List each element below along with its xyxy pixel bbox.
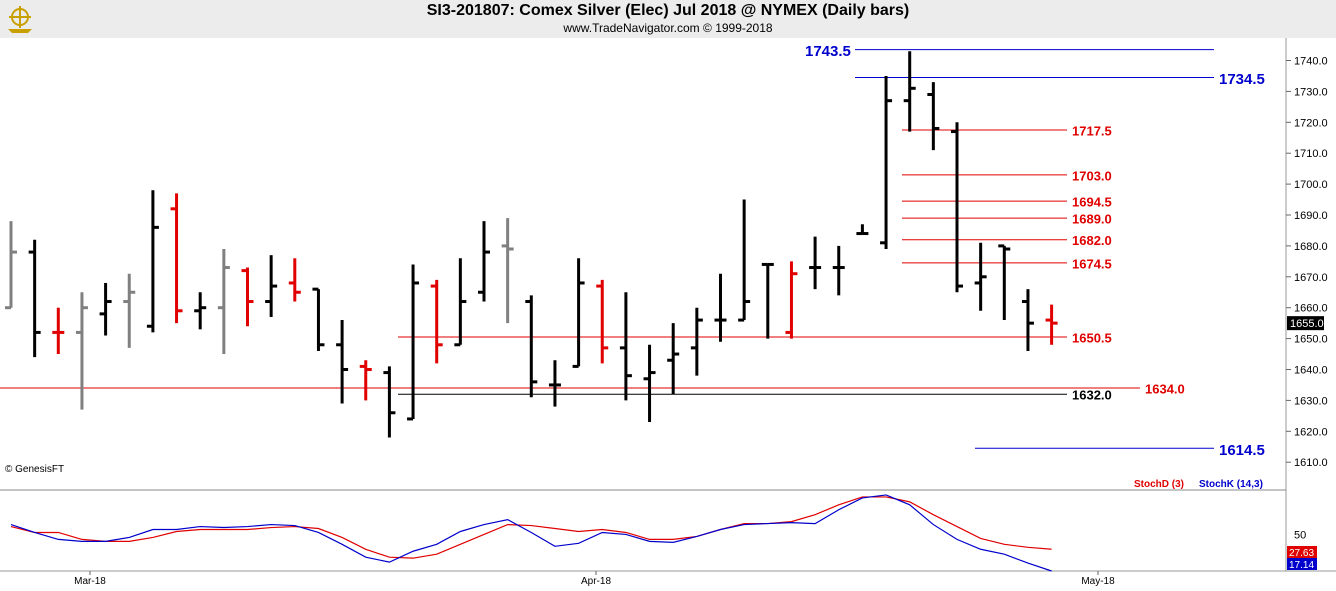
ohlc-bar bbox=[1021, 289, 1034, 351]
ohlc-bar bbox=[454, 258, 467, 347]
price-tick-label: 1740.0 bbox=[1294, 56, 1328, 68]
ohlc-bar bbox=[974, 242, 987, 311]
ohlc-bar bbox=[336, 320, 349, 404]
ohlc-bar bbox=[998, 244, 1011, 321]
ohlc-bar bbox=[880, 75, 893, 249]
ohlc-bar bbox=[288, 258, 301, 302]
ohlc-bar bbox=[383, 366, 396, 438]
price-tick-label: 1720.0 bbox=[1294, 117, 1328, 129]
ohlc-bar bbox=[217, 248, 230, 355]
level-label: 1650.5 bbox=[1072, 331, 1112, 346]
date-tick-label: May-18 bbox=[1081, 576, 1115, 587]
ohlc-bar bbox=[501, 218, 514, 324]
price-tick-label: 1630.0 bbox=[1294, 395, 1328, 407]
ohlc-bar bbox=[241, 267, 254, 327]
ohlc-bar bbox=[312, 287, 325, 351]
level-label: 1632.0 bbox=[1072, 388, 1112, 403]
price-tick-label: 1710.0 bbox=[1294, 148, 1328, 160]
price-tick-label: 1620.0 bbox=[1294, 426, 1328, 438]
ohlc-bar bbox=[761, 262, 774, 339]
level-label: 1689.0 bbox=[1072, 212, 1112, 227]
ohlc-bar bbox=[785, 261, 798, 339]
stochd-line bbox=[10, 496, 1052, 559]
ohlc-bars bbox=[5, 51, 1058, 438]
price-tick-label: 1610.0 bbox=[1294, 457, 1328, 469]
ohlc-bar bbox=[667, 323, 680, 395]
ohlc-bar bbox=[690, 307, 703, 376]
stoch-tick-label: 50 bbox=[1294, 529, 1306, 541]
level-label: 1743.5 bbox=[805, 43, 851, 60]
date-tick-label: Mar-18 bbox=[74, 576, 106, 587]
ohlc-bar bbox=[619, 292, 632, 401]
price-tick-label: 1700.0 bbox=[1294, 179, 1328, 191]
price-tick-label: 1640.0 bbox=[1294, 365, 1328, 377]
stochd-last-box bbox=[1287, 546, 1317, 558]
ohlc-bar bbox=[548, 360, 561, 407]
ohlc-bar bbox=[265, 255, 278, 317]
price-tick-label: 1650.0 bbox=[1294, 334, 1328, 346]
price-tick-label: 1730.0 bbox=[1294, 86, 1328, 98]
ship-wheel-logo-icon bbox=[8, 6, 32, 33]
ohlc-bar bbox=[714, 273, 727, 342]
level-label: 1703.0 bbox=[1072, 168, 1112, 183]
ohlc-bar bbox=[52, 307, 65, 355]
chart-title: SI3-201807: Comex Silver (Elec) Jul 2018… bbox=[426, 2, 910, 19]
ohlc-bar bbox=[28, 239, 41, 358]
price-tick-label: 1660.0 bbox=[1294, 303, 1328, 315]
chart-canvas: 1610.0 1620.0 1630.0 1640.0 1650.0 1660.0 1670… bbox=[0, 38, 1336, 591]
ohlc-bar bbox=[194, 292, 207, 330]
ohlc-bar bbox=[430, 279, 443, 364]
chart-subtitle: www.TradeNavigator.com © 1999-2018 bbox=[563, 21, 773, 35]
price-tick-label: 1680.0 bbox=[1294, 241, 1328, 253]
ohlc-bar bbox=[525, 295, 538, 398]
ohlc-bar bbox=[478, 221, 490, 302]
stochk-legend: StochK (14,3) bbox=[1199, 479, 1263, 490]
ohlc-bar bbox=[951, 122, 963, 293]
ohlc-bar bbox=[596, 279, 609, 364]
last-price-label: 1655.0 bbox=[1290, 318, 1324, 330]
level-label: 1682.0 bbox=[1072, 233, 1112, 248]
date-tick-label: Apr-18 bbox=[581, 576, 611, 587]
ohlc-bar bbox=[927, 82, 940, 151]
price-tick-label: 1690.0 bbox=[1294, 210, 1328, 222]
level-label: 1717.5 bbox=[1072, 124, 1112, 139]
price-axis: 1610.0 1620.0 1630.0 1640.0 1650.0 1660.0 1670… bbox=[1286, 56, 1328, 469]
level-label: 1634.0 bbox=[1145, 382, 1185, 397]
copyright-label: © GenesisFT bbox=[5, 464, 64, 475]
ohlc-bar bbox=[170, 193, 183, 324]
date-axis: Mar-18 Apr-18 May-18 bbox=[74, 571, 1115, 587]
price-tick-label: 1670.0 bbox=[1294, 272, 1328, 284]
ohlc-bar bbox=[903, 51, 916, 132]
stochk-last-box bbox=[1287, 558, 1317, 570]
ohlc-bar bbox=[5, 221, 17, 310]
ohlc-bar bbox=[832, 245, 845, 296]
level-label: 1614.5 bbox=[1219, 442, 1265, 459]
stochk-last-label: 17.14 bbox=[1289, 560, 1314, 571]
ohlc-bar bbox=[359, 360, 372, 401]
ohlc-bar bbox=[809, 236, 822, 290]
ohlc-bar bbox=[1045, 304, 1058, 345]
ohlc-bar bbox=[123, 273, 136, 348]
ohlc-bar bbox=[572, 258, 585, 368]
ohlc-bar bbox=[738, 199, 751, 322]
stochd-last-label: 27.63 bbox=[1289, 548, 1314, 559]
stochk-line bbox=[10, 494, 1052, 572]
last-price-box bbox=[1287, 316, 1324, 331]
ohlc-bar bbox=[99, 282, 112, 336]
ohlc-bar bbox=[146, 190, 159, 333]
level-label: 1674.5 bbox=[1072, 256, 1112, 271]
ohlc-bar bbox=[643, 344, 656, 423]
ohlc-bar bbox=[856, 224, 869, 236]
level-label: 1694.5 bbox=[1072, 195, 1112, 210]
level-label: 1734.5 bbox=[1219, 71, 1265, 88]
ohlc-bar bbox=[407, 264, 420, 421]
chart-header: SI3-201807: Comex Silver (Elec) Jul 2018… bbox=[0, 0, 1336, 38]
price-levels: 1743.5 1734.5 1717.5 1703.0 1694.5 1689.0 1682… bbox=[0, 43, 1265, 459]
stochd-legend: StochD (3) bbox=[1134, 479, 1184, 490]
ohlc-bar bbox=[75, 292, 88, 410]
